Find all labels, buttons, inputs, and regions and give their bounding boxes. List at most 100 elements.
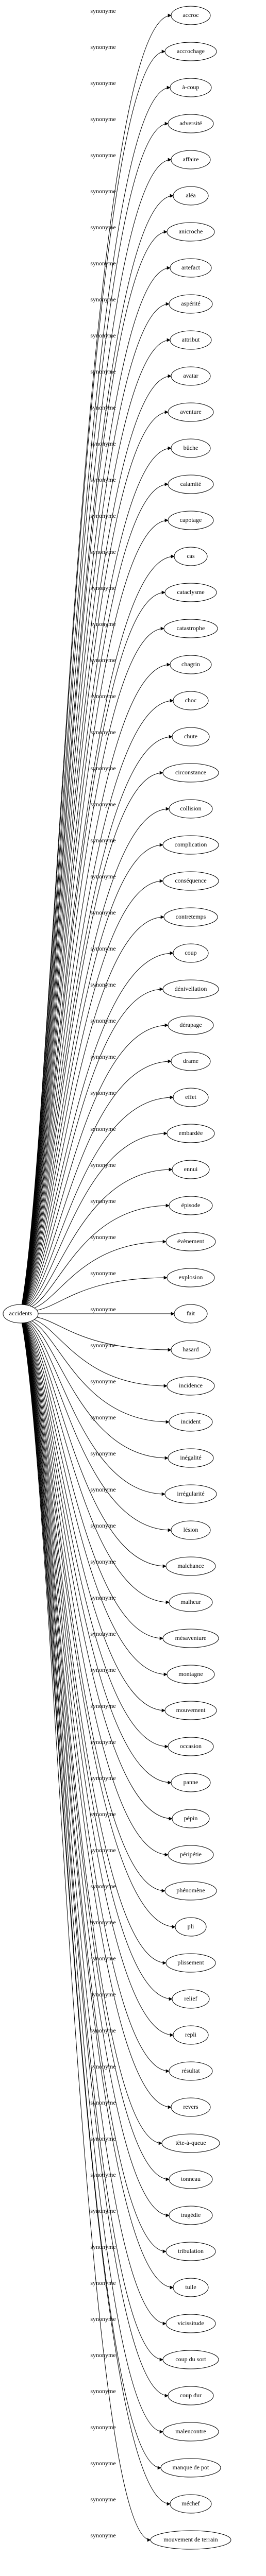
target-label: tragédie — [181, 2211, 201, 2218]
edge-label: synonyme — [90, 1342, 115, 1349]
edge-label: synonyme — [90, 2387, 115, 2395]
edge-label: synonyme — [90, 1738, 115, 1745]
target-label: pépin — [184, 1815, 198, 1822]
edge — [22, 412, 168, 1304]
edge-label: synonyme — [90, 7, 115, 14]
edge-label: synonyme — [90, 2496, 115, 2503]
edge — [23, 701, 173, 1304]
edge-label: synonyme — [90, 1089, 115, 1096]
edge-label: synonyme — [90, 115, 115, 123]
target-label: collision — [180, 805, 201, 812]
edge-label: synonyme — [90, 1919, 115, 1926]
edge-label: synonyme — [90, 765, 115, 772]
edge-label: synonyme — [90, 1450, 115, 1457]
target-label: tonneau — [181, 2175, 201, 2182]
edge-label: synonyme — [90, 1017, 115, 1024]
edge — [22, 1323, 166, 2251]
target-label: chute — [184, 733, 197, 740]
target-label: vicissitude — [177, 2319, 204, 2327]
target-label: contretemps — [176, 913, 206, 920]
target-label: choc — [185, 697, 197, 704]
edge-label: synonyme — [90, 1197, 115, 1205]
target-label: conséquence — [175, 877, 206, 884]
target-label: anicroche — [179, 228, 203, 235]
edge-label: synonyme — [90, 2424, 115, 2431]
target-label: mouvement de terrain — [163, 2536, 218, 2543]
target-label: dénivellation — [175, 985, 207, 992]
edge-label: synonyme — [90, 1955, 115, 1962]
edge — [23, 556, 174, 1304]
edge-label: synonyme — [90, 1378, 115, 1385]
edge-label: synonyme — [90, 548, 115, 555]
edge-label: synonyme — [90, 2027, 115, 2034]
target-label: tuile — [185, 2283, 196, 2291]
edge-label: synonyme — [90, 620, 115, 628]
target-label: incident — [181, 1418, 201, 1425]
edge-label: synonyme — [90, 1233, 115, 1241]
nodes-layer: accidentsaccrocaccrochageà-coupadversité… — [3, 6, 231, 2549]
edge-label: synonyme — [90, 728, 115, 736]
target-label: explosion — [179, 1274, 203, 1281]
edge-label: synonyme — [90, 2099, 115, 2106]
edge — [35, 1319, 168, 1386]
target-label: plissement — [177, 1959, 204, 1966]
edge-label: synonyme — [90, 2532, 115, 2539]
target-label: épisode — [181, 1201, 201, 1209]
edge-label: synonyme — [90, 909, 115, 916]
target-label: coup — [185, 949, 196, 956]
target-label: accrochage — [177, 47, 205, 55]
target-label: tête-à-queue — [175, 2139, 206, 2146]
edge-label: synonyme — [90, 1161, 115, 1168]
edge-label: synonyme — [90, 1702, 115, 1709]
edge-label: synonyme — [90, 1774, 115, 1782]
edges-layer — [22, 15, 175, 2540]
target-label: cataclysme — [177, 588, 204, 596]
edge — [23, 1323, 165, 1891]
edge-label: synonyme — [90, 1306, 115, 1313]
target-label: occasion — [180, 1742, 202, 1750]
edge — [27, 1323, 171, 1530]
target-label: aventure — [180, 408, 201, 415]
edge-label: synonyme — [90, 1630, 115, 1637]
edge-label: synonyme — [90, 2460, 115, 2467]
target-label: embardée — [179, 1129, 203, 1137]
edge-label: synonyme — [90, 981, 115, 988]
target-label: revers — [183, 2103, 198, 2110]
target-label: aspérité — [181, 300, 200, 307]
edge — [24, 1323, 168, 1747]
target-label: malchance — [177, 1562, 204, 1569]
edge-label: synonyme — [90, 332, 115, 339]
edge-label: synonyme — [90, 2207, 115, 2214]
edge-label: synonyme — [90, 873, 115, 880]
edge-label: synonyme — [90, 1522, 115, 1529]
target-label: chagrin — [181, 660, 200, 668]
target-label: capotage — [180, 516, 202, 523]
target-label: coup dur — [180, 2392, 202, 2399]
edge-label: synonyme — [90, 1846, 115, 1854]
target-label: résultat — [181, 2067, 200, 2074]
target-label: irrégularité — [177, 1490, 204, 1497]
target-label: manque de pot — [173, 2464, 209, 2471]
edge — [23, 1323, 173, 2035]
target-label: ennui — [184, 1165, 198, 1173]
target-label: drame — [183, 1057, 198, 1064]
target-label: coup du sort — [175, 2355, 206, 2363]
target-label: pli — [188, 1923, 194, 1930]
target-label: malheur — [180, 1598, 201, 1605]
edge-label: synonyme — [90, 43, 115, 50]
edge-label: synonyme — [90, 404, 115, 411]
edge-label: synonyme — [90, 188, 115, 195]
target-label: adversité — [179, 120, 202, 127]
edge — [24, 773, 163, 1304]
edge — [25, 1323, 163, 1638]
target-label: catastrophe — [177, 624, 205, 632]
target-label: malencontre — [175, 2428, 206, 2435]
edge-label: synonyme — [90, 1053, 115, 1060]
edge-label: synonyme — [90, 440, 115, 447]
target-label: inégalité — [180, 1454, 201, 1461]
target-label: incidence — [179, 1382, 203, 1389]
target-label: évènement — [177, 1238, 205, 1245]
edge-label: synonyme — [90, 296, 115, 303]
target-label: aléa — [186, 192, 196, 199]
edge-label: synonyme — [90, 1558, 115, 1565]
